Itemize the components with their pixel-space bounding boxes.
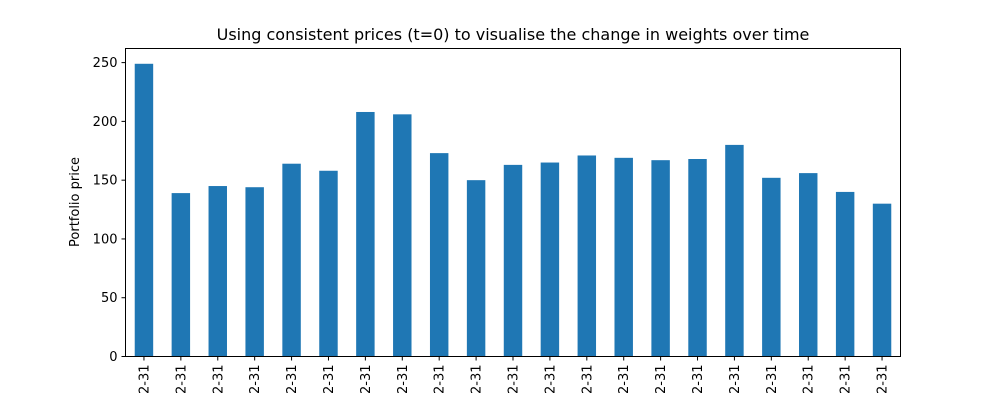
bar-12 xyxy=(577,155,597,357)
bar-7 xyxy=(393,114,412,357)
y-tick-label-0: 0 xyxy=(109,350,117,365)
x-tick-label-20: 2-31 xyxy=(876,365,891,395)
chart-title: Using consistent prices (t=0) to visuali… xyxy=(217,25,810,44)
x-tick-label-1: 2-31 xyxy=(174,365,189,395)
y-tick-label-1: 50 xyxy=(101,291,118,306)
x-tick-label-16: 2-31 xyxy=(728,365,743,395)
bar-20 xyxy=(872,203,892,357)
y-axis-ticks: 0 50 100 150 200 250 xyxy=(93,56,126,365)
y-tick-label-2: 100 xyxy=(93,232,118,247)
x-tick-label-17: 2-31 xyxy=(765,365,780,395)
bar-1 xyxy=(171,193,191,357)
bar-9 xyxy=(466,180,486,357)
y-axis-label: Portfolio price xyxy=(68,157,83,247)
plot-frame xyxy=(125,48,901,357)
bar-18 xyxy=(799,173,818,357)
x-tick-label-8: 2-31 xyxy=(433,365,448,395)
bar-15 xyxy=(688,159,707,357)
x-tick-label-11: 2-31 xyxy=(543,365,558,395)
bar-2 xyxy=(208,186,227,357)
x-tick-label-12: 2-31 xyxy=(580,365,595,395)
x-tick-label-3: 2-31 xyxy=(248,365,263,395)
x-tick-label-6: 2-31 xyxy=(359,365,374,395)
bar-0 xyxy=(134,63,154,357)
x-tick-label-9: 2-31 xyxy=(470,365,485,395)
y-tick-label-5: 250 xyxy=(93,56,118,71)
x-tick-label-19: 2-31 xyxy=(839,365,854,395)
bars-group xyxy=(134,63,892,357)
x-tick-label-18: 2-31 xyxy=(802,365,817,395)
x-tick-label-5: 2-31 xyxy=(322,365,337,395)
x-axis-ticks: 2-31 2-31 2-31 2-31 2-31 2-31 2-31 2-31 2-31 2-31… xyxy=(137,356,891,395)
x-tick-label-14: 2-31 xyxy=(654,365,669,395)
bar-4 xyxy=(282,163,301,357)
x-tick-label-15: 2-31 xyxy=(691,365,706,395)
bar-17 xyxy=(762,177,781,357)
x-tick-label-7: 2-31 xyxy=(396,365,411,395)
bar-14 xyxy=(651,160,670,357)
bar-13 xyxy=(614,157,633,357)
x-tick-label-2: 2-31 xyxy=(211,365,226,395)
bar-5 xyxy=(319,170,338,357)
x-tick-label-13: 2-31 xyxy=(617,365,632,395)
y-tick-label-3: 150 xyxy=(93,174,118,189)
x-tick-label-10: 2-31 xyxy=(507,365,522,395)
x-tick-label-0: 2-31 xyxy=(137,365,152,395)
bar-6 xyxy=(356,111,375,357)
bar-16 xyxy=(725,144,744,357)
bar-11 xyxy=(540,162,560,357)
y-tick-label-4: 200 xyxy=(93,115,118,130)
bar-3 xyxy=(245,187,264,357)
x-tick-label-4: 2-31 xyxy=(285,365,300,395)
bar-10 xyxy=(503,164,523,357)
bar-19 xyxy=(835,191,855,357)
bar-8 xyxy=(429,153,449,357)
